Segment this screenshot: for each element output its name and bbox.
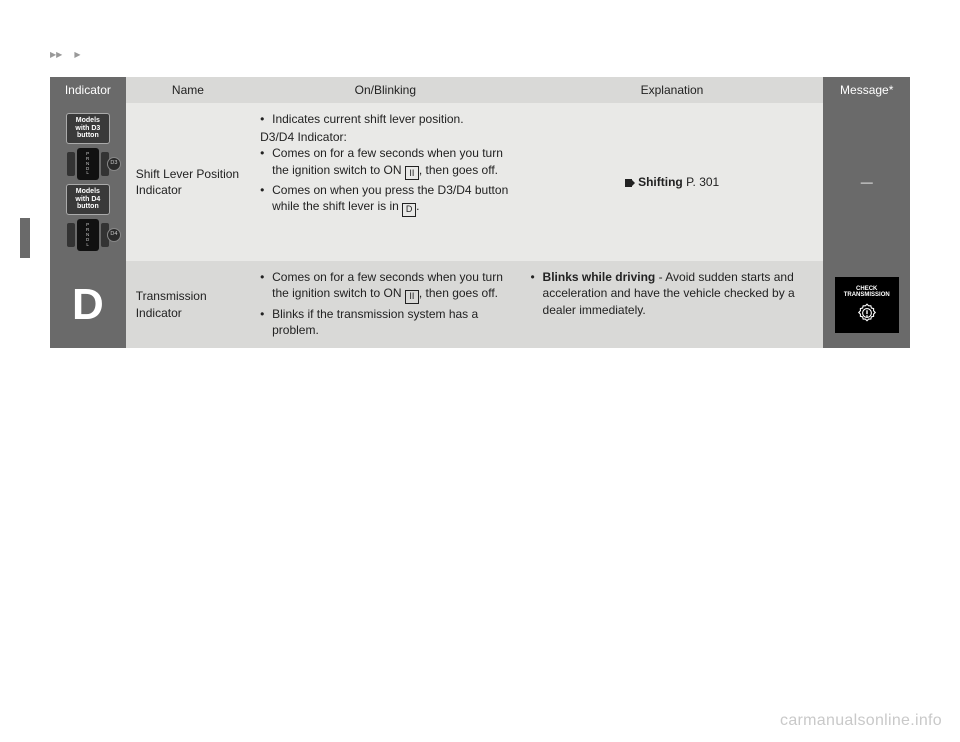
list-item: Indicates current shift lever position.	[260, 111, 510, 127]
list-item: Comes on when you press the D3/D4 button…	[260, 182, 510, 217]
name-cell: Transmission Indicator	[126, 261, 250, 348]
ignition-on-icon: II	[405, 290, 419, 304]
list-item: Comes on for a few seconds when you turn…	[260, 269, 510, 304]
side-tab	[20, 218, 30, 258]
col-indicator: Indicator	[50, 77, 126, 103]
badge-d4: Models with D4 button	[66, 184, 110, 215]
gear-display-d4: P R N D L D4	[65, 219, 111, 251]
explanation-cell: Shifting P. 301	[521, 103, 824, 261]
list-item: Blinks while driving - Avoid sudden star…	[531, 269, 814, 318]
table-header-row: Indicator Name On/Blinking Explanation M…	[50, 77, 910, 103]
d-indicator-icon: D	[72, 280, 104, 329]
breadcrumb: ▶▶ ▶	[50, 50, 910, 59]
onoff-cell: Indicates current shift lever position. …	[250, 103, 520, 261]
message-dash: —	[861, 175, 873, 189]
watermark: carmanualsonline.info	[780, 712, 942, 730]
indicators-table: Indicator Name On/Blinking Explanation M…	[50, 77, 910, 348]
onoff-cell: Comes on for a few seconds when you turn…	[250, 261, 520, 348]
list-item: Comes on for a few seconds when you turn…	[260, 145, 510, 180]
message-cell: CHECK TRANSMISSION	[823, 261, 910, 348]
ignition-on-icon: II	[405, 166, 419, 180]
table-row: Models with D3 button P R N D L D	[50, 103, 910, 261]
breadcrumb-arrow-icon: ▶	[74, 50, 80, 59]
drive-position-icon: D	[402, 203, 416, 217]
col-onoff: On/Blinking	[250, 77, 520, 103]
sub-label: D3/D4 Indicator:	[260, 129, 510, 145]
message-cell: —	[823, 103, 910, 261]
ref-page: P. 301	[686, 175, 719, 189]
table-row: D Transmission Indicator Comes on for a …	[50, 261, 910, 348]
check-transmission-icon: CHECK TRANSMISSION	[835, 277, 899, 333]
ref-label: Shifting	[638, 175, 683, 189]
explanation-cell: Blinks while driving - Avoid sudden star…	[521, 261, 824, 348]
indicator-cell-shift: Models with D3 button P R N D L D	[50, 103, 126, 261]
badge-d3: Models with D3 button	[66, 113, 110, 144]
gear-display-d3: P R N D L D3	[65, 148, 111, 180]
d4-circle-icon: D4	[107, 228, 121, 242]
breadcrumb-arrow-icon: ▶▶	[50, 50, 62, 59]
d3-circle-icon: D3	[107, 157, 121, 171]
reference-icon	[625, 175, 635, 183]
indicator-cell-trans: D	[50, 261, 126, 348]
gear-warning-icon	[856, 302, 878, 324]
name-cell: Shift Lever Position Indicator	[126, 103, 250, 261]
col-message: Message*	[823, 77, 910, 103]
page: ▶▶ ▶ Indicator Name On/Blinking Explanat…	[0, 0, 960, 348]
col-explanation: Explanation	[521, 77, 824, 103]
list-item: Blinks if the transmission system has a …	[260, 306, 510, 338]
col-name: Name	[126, 77, 250, 103]
